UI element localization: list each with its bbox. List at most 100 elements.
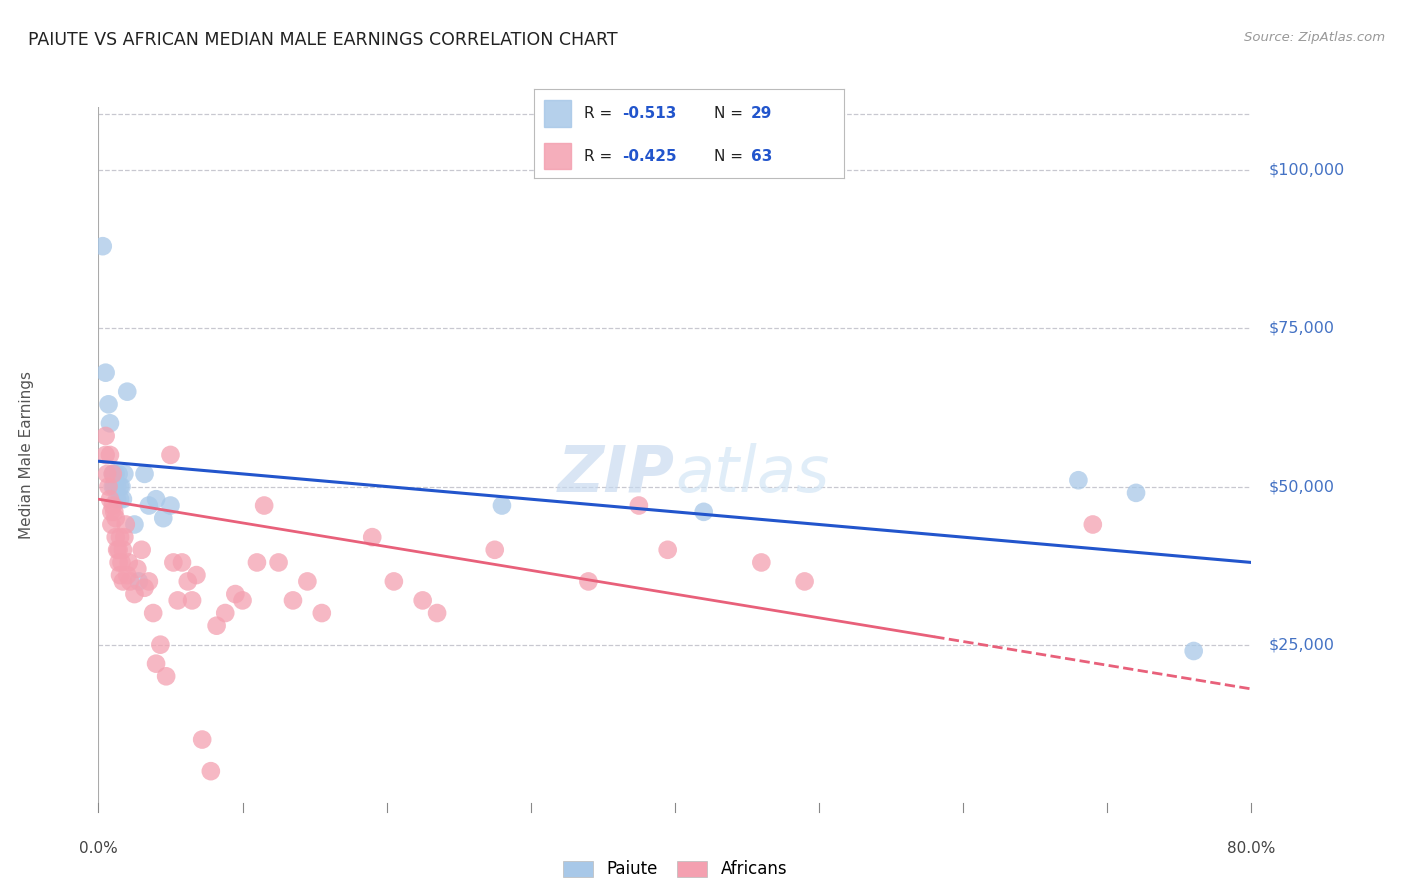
Point [657, 542, 679, 557]
Point [98, 492, 121, 507]
Bar [544, 100, 571, 127]
Point [627, 499, 650, 513]
Point [97, 479, 120, 493]
Point [1125, 486, 1147, 500]
Legend: Paiute, Africans: Paiute, Africans [555, 854, 794, 885]
Point [246, 556, 269, 570]
Point [107, 542, 129, 557]
Point [166, 593, 188, 607]
Point [1081, 517, 1104, 532]
Point [693, 505, 716, 519]
Point [108, 492, 131, 507]
Point [108, 568, 131, 582]
Point [297, 574, 319, 589]
Text: 29: 29 [751, 106, 772, 120]
Point [793, 574, 815, 589]
Point [110, 556, 132, 570]
Point [124, 587, 146, 601]
Point [104, 511, 127, 525]
Point [231, 593, 254, 607]
Point [110, 479, 132, 493]
Point [112, 530, 135, 544]
Text: atlas: atlas [675, 443, 830, 505]
Point [138, 574, 160, 589]
Point [111, 492, 134, 507]
Point [108, 530, 131, 544]
Point [578, 574, 600, 589]
Point [159, 499, 181, 513]
Point [491, 499, 513, 513]
Point [162, 556, 184, 570]
Bar [544, 143, 571, 169]
Point [186, 568, 208, 582]
Text: R =: R = [583, 106, 617, 120]
Text: 0.0%: 0.0% [79, 841, 118, 855]
Text: PAIUTE VS AFRICAN MEDIAN MALE EARNINGS CORRELATION CHART: PAIUTE VS AFRICAN MEDIAN MALE EARNINGS C… [28, 31, 617, 49]
Text: $25,000: $25,000 [1268, 637, 1334, 652]
Point [124, 517, 146, 532]
Point [120, 574, 142, 589]
Point [382, 574, 405, 589]
Point [127, 562, 149, 576]
Point [117, 568, 138, 582]
Point [159, 448, 181, 462]
Text: 63: 63 [751, 149, 772, 163]
Point [107, 556, 129, 570]
Text: Median Male Earnings: Median Male Earnings [18, 371, 34, 539]
Point [149, 638, 172, 652]
Point [96, 467, 118, 481]
Text: $75,000: $75,000 [1268, 321, 1334, 336]
Point [361, 530, 384, 544]
Point [107, 467, 129, 481]
Point [91, 239, 114, 253]
Point [117, 384, 138, 399]
Point [94, 366, 117, 380]
Point [134, 581, 156, 595]
Point [177, 574, 200, 589]
Point [131, 542, 153, 557]
Point [111, 542, 134, 557]
Text: -0.425: -0.425 [623, 149, 678, 163]
Text: N =: N = [714, 106, 748, 120]
Point [105, 542, 128, 557]
Point [94, 429, 117, 443]
Point [214, 606, 236, 620]
Point [1182, 644, 1205, 658]
Point [191, 732, 214, 747]
Point [205, 618, 228, 632]
Point [103, 479, 125, 493]
Point [105, 492, 128, 507]
Point [145, 492, 167, 507]
Point [128, 574, 150, 589]
Point [111, 574, 134, 589]
Point [281, 593, 304, 607]
Point [138, 499, 160, 513]
Point [426, 606, 449, 620]
Point [100, 505, 122, 519]
Point [104, 467, 127, 481]
Point [101, 479, 124, 493]
Point [105, 479, 128, 493]
Point [101, 467, 124, 481]
Point [112, 467, 135, 481]
Point [103, 467, 125, 481]
Point [97, 397, 120, 411]
Point [118, 556, 141, 570]
Point [104, 530, 127, 544]
Point [181, 593, 204, 607]
Point [100, 517, 122, 532]
Point [253, 499, 276, 513]
Point [484, 542, 506, 557]
Point [98, 417, 121, 431]
Point [101, 467, 124, 481]
Text: -0.513: -0.513 [623, 106, 676, 120]
Point [751, 556, 773, 570]
Text: 80.0%: 80.0% [1227, 841, 1275, 855]
Point [98, 448, 121, 462]
Point [224, 587, 246, 601]
Text: $50,000: $50,000 [1268, 479, 1334, 494]
Point [142, 606, 165, 620]
Point [94, 448, 117, 462]
Point [108, 479, 131, 493]
Point [1067, 473, 1090, 487]
